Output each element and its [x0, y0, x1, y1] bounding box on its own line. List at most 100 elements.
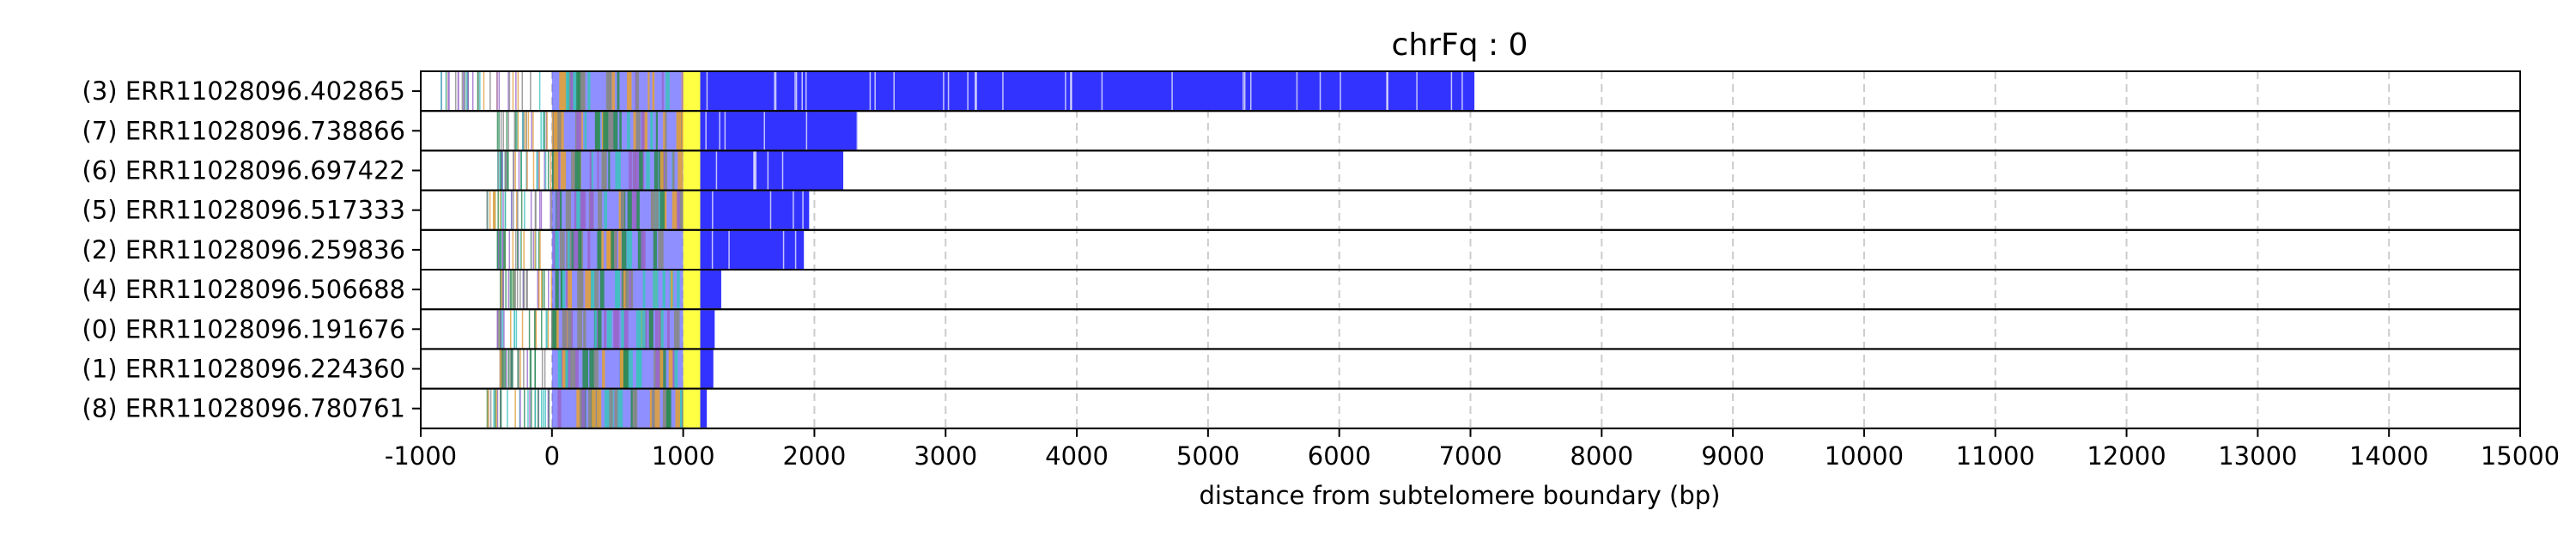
- gap-stripe: [1249, 72, 1252, 111]
- variant-stripe: [617, 389, 623, 428]
- gap-stripe: [728, 230, 730, 269]
- variant-stripe: [542, 112, 544, 150]
- variant-stripe: [511, 270, 513, 309]
- variant-stripe: [515, 191, 518, 229]
- variant-stripe: [509, 350, 511, 388]
- x-tick-label-3: 2000: [783, 441, 847, 471]
- variant-stripe: [486, 389, 489, 428]
- variant-stripe: [501, 191, 502, 229]
- variant-stripe: [557, 112, 562, 150]
- variant-stripe: [525, 112, 526, 150]
- variant-stripe: [501, 350, 503, 388]
- read-track-7: [499, 350, 714, 388]
- variant-stripe: [467, 72, 470, 111]
- variant-stripe: [523, 112, 525, 150]
- variant-stripe: [534, 350, 536, 388]
- gap-stripe: [1319, 72, 1321, 111]
- variant-stripe: [661, 72, 664, 111]
- variant-stripe: [566, 270, 569, 309]
- variant-stripe: [636, 310, 642, 349]
- x-tick-label-12: 11000: [1956, 441, 2035, 471]
- x-tick-label-13: 12000: [2087, 441, 2166, 471]
- variant-stripe: [483, 72, 485, 111]
- variant-stripe: [565, 191, 572, 229]
- variant-stripe: [587, 389, 592, 428]
- read-track-1: [496, 112, 859, 150]
- variant-stripe: [535, 310, 538, 349]
- variant-stripe: [495, 389, 498, 428]
- telomere-run-8: [700, 389, 708, 428]
- variant-stripe: [505, 270, 507, 309]
- variant-stripe: [635, 191, 640, 229]
- variant-stripe: [519, 389, 521, 428]
- gap-stripe: [795, 72, 798, 111]
- variant-stripe: [550, 310, 553, 349]
- variant-stripe: [517, 112, 519, 150]
- variant-stripe: [555, 230, 559, 269]
- variant-stripe: [567, 310, 572, 349]
- gap-stripe: [763, 112, 765, 150]
- variant-stripe: [502, 191, 504, 229]
- variant-stripe: [532, 151, 535, 190]
- variant-stripe: [659, 350, 664, 388]
- variant-stripe: [627, 112, 630, 150]
- variant-stripe: [507, 151, 509, 190]
- variant-stripe: [662, 389, 668, 428]
- variant-stripe: [635, 112, 641, 150]
- variant-stripe: [594, 270, 599, 309]
- variant-stripe: [659, 151, 664, 190]
- variant-stripe: [519, 350, 521, 388]
- variant-stripe: [520, 191, 523, 229]
- variant-stripe: [541, 350, 544, 388]
- variant-stripe: [507, 270, 510, 309]
- variant-stripe: [529, 389, 531, 428]
- variant-stripe: [523, 270, 526, 309]
- variant-stripe: [611, 72, 616, 111]
- variant-stripe: [599, 270, 605, 309]
- gap-stripe: [1387, 72, 1388, 111]
- variant-stripe: [623, 310, 629, 349]
- variant-stripe: [642, 270, 646, 309]
- variant-stripe: [633, 151, 639, 190]
- variant-stripe: [544, 389, 546, 428]
- variant-stripe: [628, 350, 633, 388]
- variant-stripe: [512, 72, 514, 111]
- variant-stripe: [660, 310, 664, 349]
- variant-stripe: [556, 191, 560, 229]
- boundary-marker-5: [683, 270, 701, 309]
- variant-stripe: [552, 310, 557, 349]
- variant-stripe: [530, 230, 532, 269]
- variant-stripe: [550, 191, 551, 229]
- variant-stripe: [494, 191, 496, 229]
- row-label-7: (1) ERR11028096.224360: [82, 355, 405, 384]
- variant-stripe: [499, 230, 501, 269]
- variant-stripe: [665, 151, 668, 190]
- read-row-7: (1) ERR11028096.224360: [82, 348, 2521, 390]
- variant-stripe: [534, 191, 537, 229]
- variant-stripe: [497, 310, 500, 349]
- variant-stripe: [514, 270, 516, 309]
- variant-stripe: [547, 151, 550, 190]
- variant-stripe: [506, 151, 508, 190]
- variant-stripe: [604, 389, 610, 428]
- variant-stripe: [500, 310, 502, 349]
- variant-stripe: [671, 350, 676, 388]
- boundary-marker-8: [683, 389, 701, 428]
- gap-stripe: [705, 112, 707, 150]
- gap-stripe: [755, 151, 757, 190]
- gap-stripe: [975, 72, 977, 111]
- variant-stripe: [639, 151, 643, 190]
- variant-stripe: [502, 270, 505, 309]
- variant-stripe: [677, 270, 680, 309]
- telomere-run-7: [700, 350, 714, 388]
- variant-stripe: [517, 230, 519, 269]
- read-track-0: [440, 72, 1475, 111]
- variant-stripe: [512, 350, 513, 388]
- gap-stripe: [782, 230, 785, 269]
- gap-stripe: [1002, 72, 1004, 111]
- variant-stripe: [529, 350, 532, 388]
- variant-stripe: [547, 389, 550, 428]
- x-tick-label-11: 10000: [1825, 441, 1904, 471]
- variant-stripe: [671, 191, 677, 229]
- gap-stripe: [1065, 72, 1066, 111]
